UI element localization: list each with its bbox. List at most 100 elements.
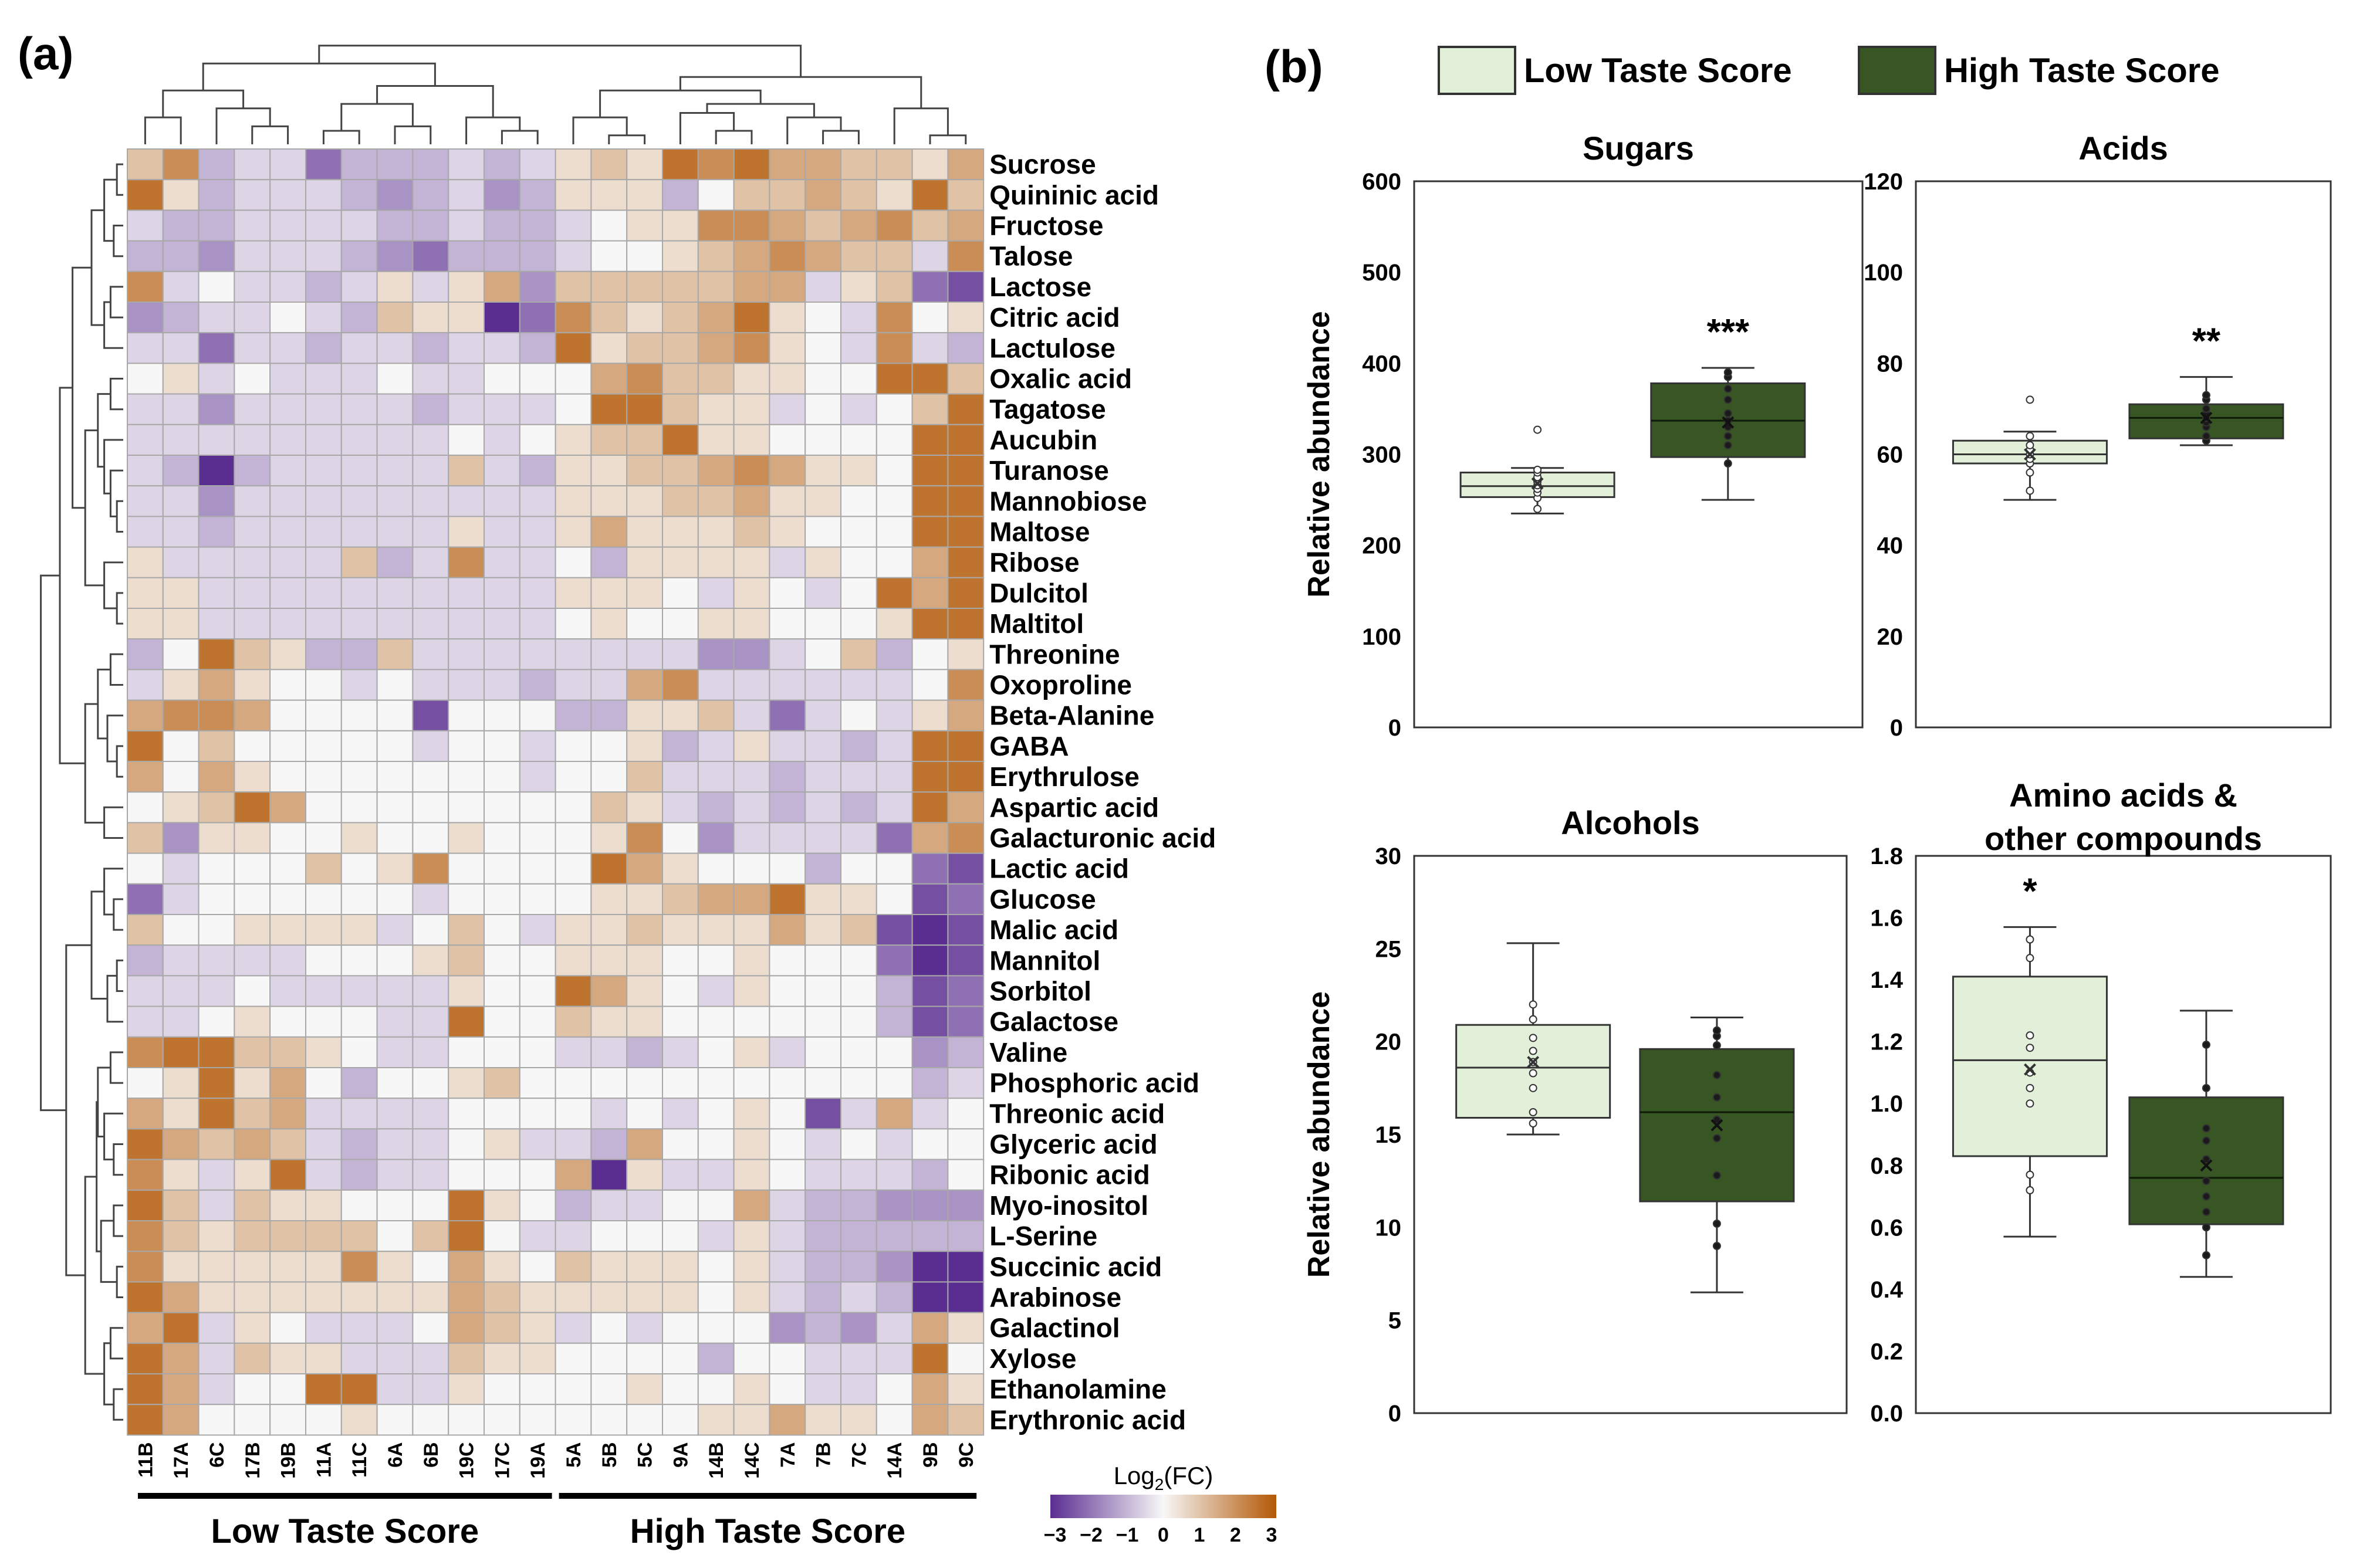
- heatmap-cell: [697, 914, 735, 946]
- heatmap-cell: [733, 148, 770, 181]
- heatmap-cell: [733, 209, 770, 242]
- heatmap-cell: [448, 516, 485, 548]
- heatmap-cell: [162, 975, 200, 1007]
- heatmap-cell: [234, 209, 271, 242]
- data-point: [2202, 1207, 2210, 1216]
- heatmap-cell: [555, 1098, 592, 1130]
- heatmap-cell: [412, 730, 449, 763]
- heatmap-cell: [305, 1373, 342, 1406]
- heatmap-cell: [555, 1281, 592, 1313]
- data-point: [1529, 1069, 1537, 1078]
- heatmap-cell: [590, 1159, 628, 1191]
- heatmap-cell: [484, 302, 520, 334]
- heatmap-cell: [412, 209, 449, 242]
- heatmap-cell: [697, 699, 735, 731]
- heatmap-cell: [911, 424, 949, 456]
- heatmap-cell: [911, 1159, 949, 1191]
- heatmap-cell: [376, 209, 414, 242]
- heatmap-cell: [590, 577, 628, 609]
- heatmap-cell: [662, 179, 699, 211]
- heatmap-cell: [626, 393, 663, 425]
- heatmap-cell: [198, 240, 235, 272]
- heatmap-cell: [412, 363, 449, 395]
- column-label: 14A: [884, 1442, 906, 1478]
- heatmap-cell: [555, 485, 592, 517]
- heatmap-cell: [911, 363, 949, 395]
- column-label: 7A: [777, 1442, 799, 1467]
- heatmap-cell: [305, 669, 342, 701]
- heatmap-cell: [947, 1373, 985, 1406]
- heatmap-cell: [198, 363, 235, 395]
- heatmap-cell: [269, 1220, 307, 1252]
- heatmap-cell: [590, 975, 628, 1007]
- heatmap-cell: [875, 699, 913, 731]
- heatmap-cell: [412, 699, 449, 731]
- heatmap-cell: [484, 822, 520, 854]
- heatmap-cell: [198, 546, 235, 578]
- heatmap-cell: [412, 332, 449, 364]
- heatmap-cell: [519, 1128, 556, 1160]
- heatmap-cell: [626, 1251, 663, 1283]
- heatmap-cell: [198, 1128, 235, 1160]
- heatmap-cell: [626, 1312, 663, 1344]
- heatmap-cell: [376, 1159, 414, 1191]
- heatmap-cell: [875, 1281, 913, 1313]
- heatmap-cell: [305, 791, 342, 824]
- heatmap-cell: [626, 209, 663, 242]
- heatmap-cell: [555, 852, 592, 885]
- column-label: 9B: [919, 1442, 942, 1467]
- heatmap-cell: [947, 1128, 985, 1160]
- heatmap-cell: [448, 1251, 485, 1283]
- heatmap-cell: [198, 179, 235, 211]
- dendrogram-branch: [318, 45, 802, 77]
- heatmap-cell: [555, 546, 592, 578]
- heatmap-cell: [198, 270, 235, 303]
- heatmap-cell: [947, 638, 985, 670]
- heatmap-cell: [127, 302, 164, 334]
- heatmap-cell: [376, 852, 414, 885]
- heatmap-cell: [947, 1005, 985, 1038]
- heatmap-cell: [162, 546, 200, 578]
- color-scale-title-suffix: (FC): [1164, 1462, 1213, 1489]
- heatmap-cell: [412, 1189, 449, 1222]
- group-label: High Taste Score: [630, 1512, 906, 1550]
- heatmap-cell: [162, 1067, 200, 1099]
- heatmap-cell: [626, 485, 663, 517]
- heatmap-cell: [412, 852, 449, 885]
- heatmap-cell: [519, 1342, 556, 1375]
- heatmap-cell: [555, 669, 592, 701]
- panel-title: Alcohols: [1561, 804, 1699, 841]
- heatmap-cell: [947, 1159, 985, 1191]
- heatmap-cell: [662, 577, 699, 609]
- data-point: [2202, 404, 2210, 413]
- heatmap-cell: [555, 730, 592, 763]
- heatmap-cell: [376, 608, 414, 640]
- dendrogram-branch: [116, 592, 123, 625]
- heatmap-cell: [376, 1220, 414, 1252]
- heatmap-cell: [769, 424, 806, 456]
- heatmap-cell: [911, 975, 949, 1007]
- heatmap-cell: [911, 546, 949, 578]
- heatmap-cell: [198, 209, 235, 242]
- heatmap-cell: [519, 1159, 556, 1191]
- heatmap-cell: [911, 516, 949, 548]
- heatmap-cell: [448, 1036, 485, 1069]
- heatmap-cell: [376, 1098, 414, 1130]
- heatmap-cell: [412, 148, 449, 181]
- data-point: [1712, 1041, 1721, 1049]
- heatmap-cell: [590, 546, 628, 578]
- row-label: Mannobiose: [989, 486, 1147, 516]
- heatmap-cell: [804, 883, 841, 916]
- heatmap-cell: [484, 1251, 520, 1283]
- row-label: Aucubin: [989, 425, 1097, 455]
- heatmap-cell: [769, 332, 806, 364]
- heatmap-cell: [340, 852, 378, 885]
- heatmap-cell: [519, 1373, 556, 1406]
- heatmap-cell: [234, 546, 271, 578]
- heatmap-cell: [840, 791, 877, 824]
- heatmap-cell: [269, 638, 307, 670]
- y-tick-label: 5: [1388, 1308, 1401, 1334]
- heatmap-cell: [412, 822, 449, 854]
- heatmap-cell: [875, 1005, 913, 1038]
- heatmap-cell: [555, 1036, 592, 1069]
